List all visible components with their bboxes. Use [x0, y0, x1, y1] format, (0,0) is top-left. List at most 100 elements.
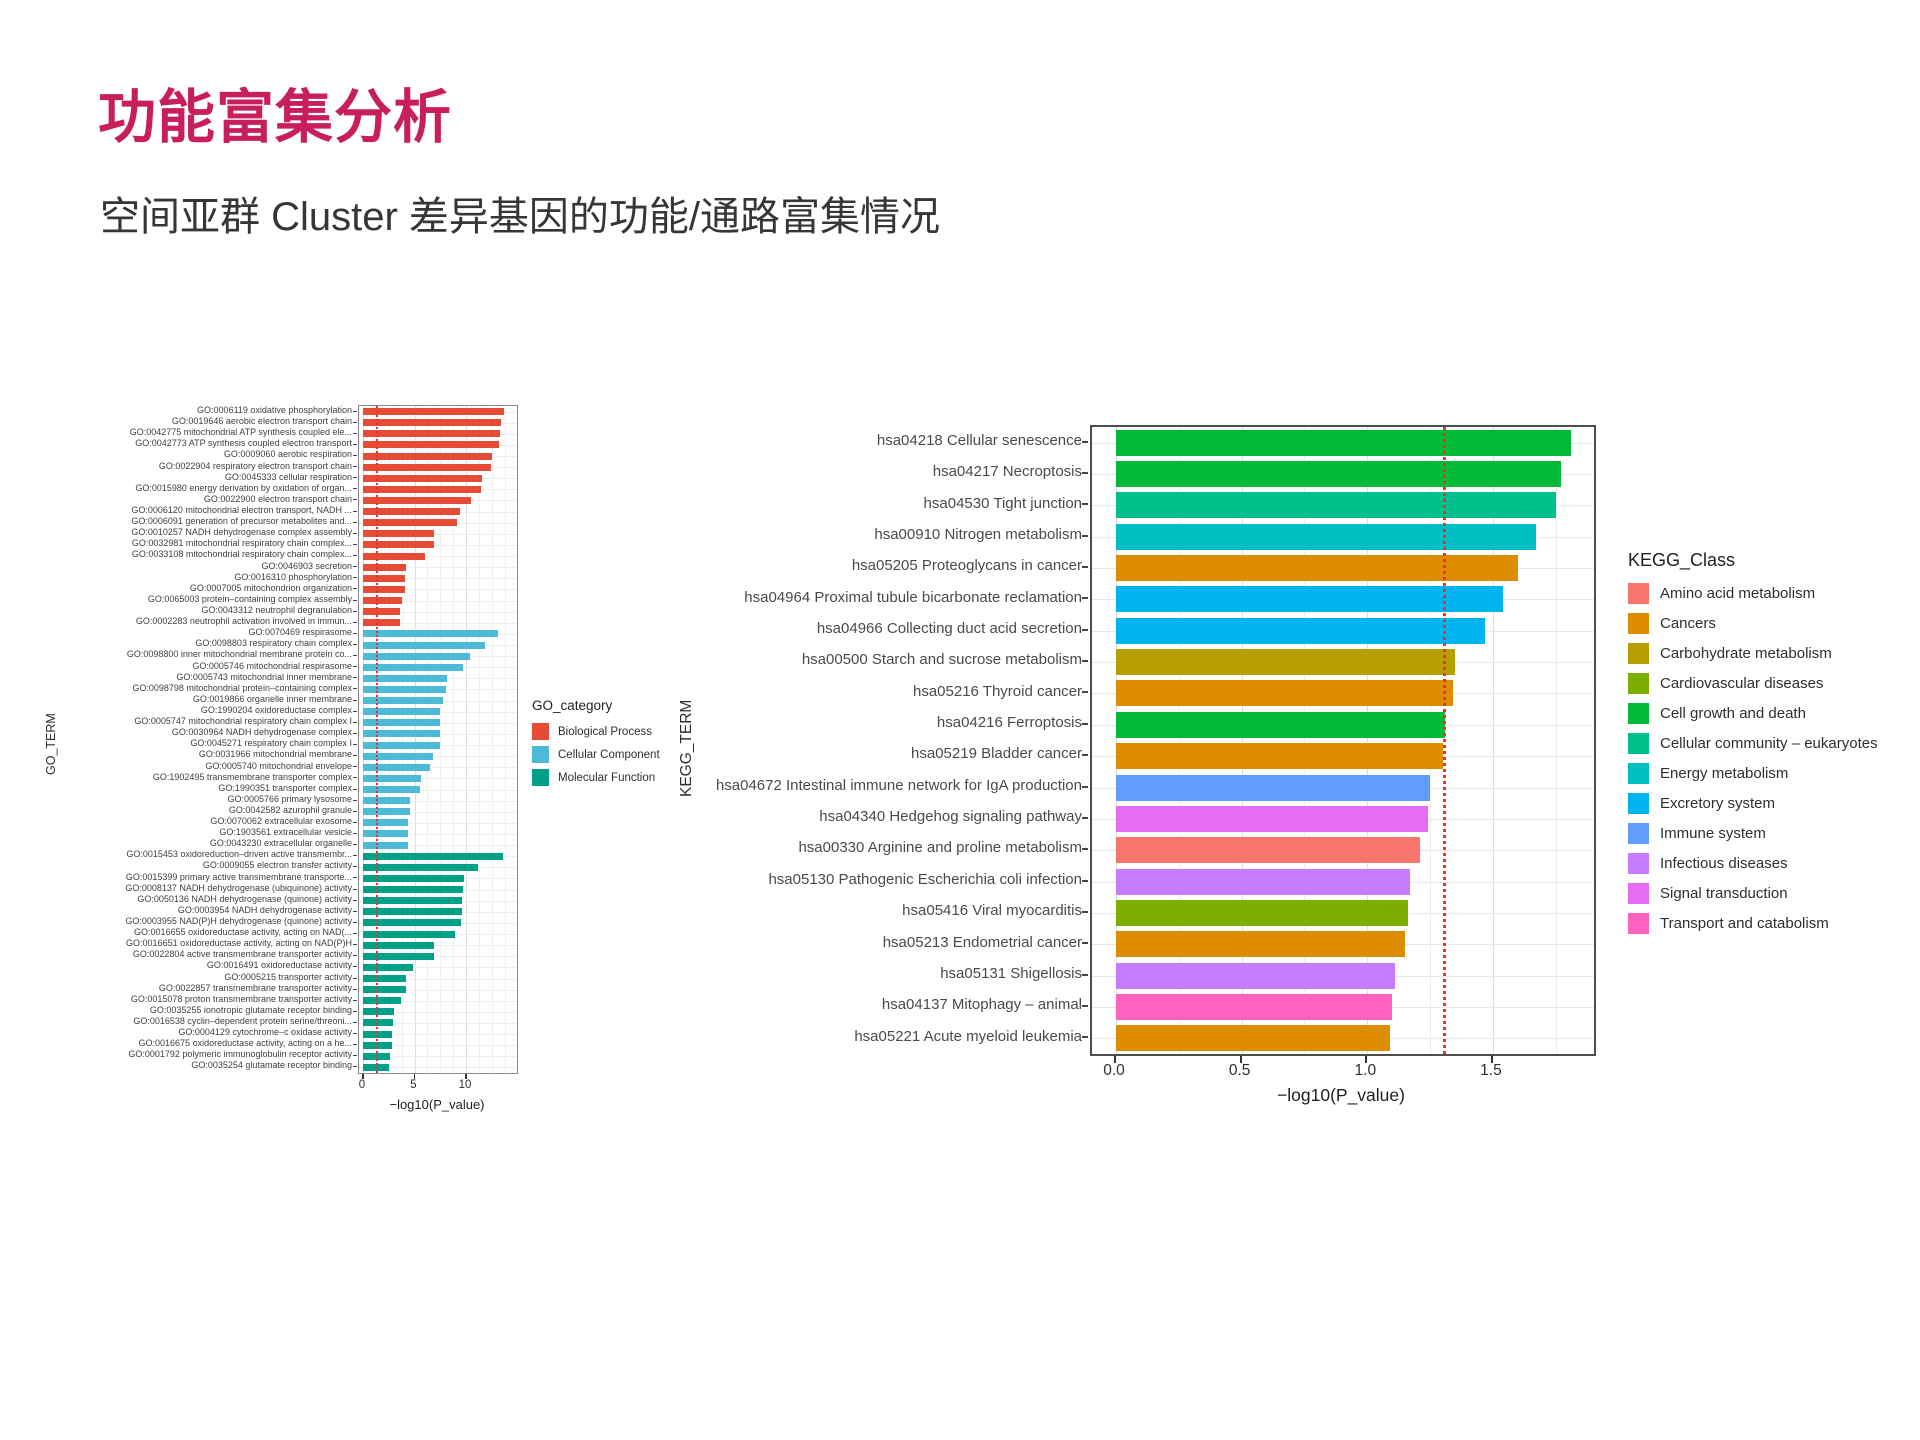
- x-axis-tick: [413, 1074, 415, 1079]
- legend-item-label: Infectious diseases: [1660, 855, 1788, 872]
- y-axis-tick: [353, 899, 357, 901]
- bar-label: GO:0022857 transmembrane transporter act…: [158, 982, 352, 993]
- bar: [363, 797, 411, 805]
- bar-label: GO:0043312 neutrophil degranulation: [201, 604, 352, 615]
- x-axis-tick-label: 1.0: [1354, 1062, 1377, 1079]
- bar-label: GO:0070062 extracellular exosome: [210, 816, 352, 827]
- x-axis-tick-label: 1.5: [1480, 1062, 1502, 1079]
- bar: [363, 963, 414, 971]
- bar: [363, 897, 462, 905]
- bar-label: hsa00330 Arginine and proline metabolism: [798, 839, 1082, 857]
- gridline: [359, 845, 517, 847]
- y-axis-tick: [353, 510, 357, 512]
- bar: [1116, 931, 1405, 958]
- bar: [363, 474, 483, 482]
- gridline: [401, 406, 403, 1073]
- legend-item: Cardiovascular diseases: [1628, 673, 1878, 694]
- gridline: [440, 406, 442, 1073]
- legend-item-label: Transport and catabolism: [1660, 915, 1829, 932]
- y-axis-tick: [353, 566, 357, 568]
- y-axis-tick: [353, 910, 357, 912]
- bar-label: GO:0043230 extracellular organelle: [209, 838, 352, 849]
- x-axis-tick-label: 0.5: [1228, 1062, 1251, 1079]
- bar: [363, 563, 407, 571]
- bar-label: GO:0005215 transporter activity: [224, 971, 352, 982]
- y-axis-tick: [353, 1055, 357, 1057]
- legend-swatch: [1628, 613, 1649, 634]
- legend-item: Excretory system: [1628, 793, 1878, 814]
- kegg-plot-area: −log10(P_value) 0.0 0.5 1.0 1.5: [1082, 425, 1596, 1105]
- bar-label: GO:0016675 oxidoreductase activity, acti…: [138, 1038, 352, 1049]
- gridline: [359, 1067, 517, 1069]
- y-axis-tick: [1082, 1036, 1088, 1039]
- page-title: 功能富集分析: [98, 85, 453, 150]
- threshold-line: [376, 406, 379, 1073]
- gridline: [359, 956, 517, 958]
- bar: [363, 908, 462, 916]
- y-axis-tick: [353, 799, 357, 801]
- bar: [1116, 962, 1395, 989]
- bar: [1116, 586, 1503, 613]
- bar-label: hsa04672 Intestinal immune network for I…: [715, 776, 1082, 794]
- gridline: [359, 822, 517, 824]
- bar: [1116, 555, 1519, 582]
- legend-swatch: [1628, 583, 1649, 604]
- bar-label: GO:0010257 NADH dehydrogenase complex as…: [131, 527, 352, 538]
- gridline: [1304, 427, 1306, 1054]
- gridline: [359, 533, 517, 535]
- bar-label: GO:0030964 NADH dehydrogenase complex: [171, 727, 352, 738]
- bar-label: GO:0035255 ionotropic glutamate receptor…: [149, 1004, 352, 1015]
- y-axis-tick: [1082, 660, 1088, 663]
- bar-label: GO:0019646 aerobic electron transport ch…: [171, 416, 352, 427]
- go-plot-area: −log10(P_value) 0 5 10: [353, 405, 518, 1112]
- bar-label: GO:0032981 mitochondrial respiratory cha…: [131, 538, 352, 549]
- legend-item-label: Cell growth and death: [1660, 705, 1806, 722]
- legend-swatch: [532, 746, 549, 763]
- bar-label: GO:0005766 primary lysosome: [227, 793, 352, 804]
- gridline: [359, 978, 517, 980]
- y-axis-tick: [353, 844, 357, 846]
- go-legend: GO_category Biological Process Cellular C…: [532, 698, 660, 792]
- gridline: [359, 800, 517, 802]
- bar-label: hsa05213 Endometrial cancer: [882, 933, 1082, 951]
- y-axis-tick: [1082, 566, 1088, 569]
- bar-label: hsa04340 Hedgehog signaling pathway: [819, 808, 1082, 826]
- bar: [363, 452, 492, 460]
- bar: [363, 608, 401, 616]
- bar-label: hsa04216 Ferroptosis: [936, 714, 1082, 732]
- bar-label: hsa04966 Collecting duct acid secretion: [816, 620, 1082, 638]
- y-axis-tick: [1082, 534, 1088, 537]
- bar: [363, 652, 471, 660]
- bar-label: GO:0035254 glutamate receptor binding: [191, 1060, 352, 1071]
- go-enrichment-chart: GO:0006119 oxidative phosphorylation GO:0…: [86, 405, 518, 1112]
- gridline: [359, 767, 517, 769]
- bar-label: hsa00500 Starch and sucrose metabolism: [801, 651, 1082, 669]
- bar-label: hsa05131 Shigellosis: [940, 964, 1082, 982]
- go-term-labels: GO:0006119 oxidative phosphorylation GO:0…: [86, 405, 358, 1072]
- bar-label: GO:0005740 mitochondrial envelope: [205, 760, 352, 771]
- gridline: [359, 833, 517, 835]
- bar-label: GO:0098800 inner mitochondrial membrane …: [126, 649, 352, 660]
- bar-label: GO:0009055 electron transfer activity: [202, 860, 352, 871]
- y-axis-tick: [353, 499, 357, 501]
- kegg-enrichment-chart: hsa04218 Cellular senescence hsa04217 Nec…: [697, 425, 1596, 1105]
- legend-item-label: Cellular Component: [558, 748, 660, 761]
- y-axis-tick: [353, 666, 357, 668]
- bar: [363, 952, 435, 960]
- bar-label: hsa04218 Cellular senescence: [876, 432, 1082, 449]
- legend-swatch: [1628, 673, 1649, 694]
- x-axis-tick: [1365, 1056, 1368, 1063]
- y-axis-tick: [1082, 440, 1088, 443]
- bar: [363, 630, 498, 638]
- bar: [1116, 868, 1411, 895]
- y-axis-tick: [353, 599, 357, 601]
- gridline: [359, 1045, 517, 1047]
- gridline: [359, 622, 517, 624]
- bar: [363, 763, 430, 771]
- legend-item: Biological Process: [532, 723, 660, 740]
- y-axis-tick: [1082, 879, 1088, 882]
- bar-label: GO:0065003 protein–containing complex as…: [147, 593, 352, 604]
- y-axis-tick: [353, 1066, 357, 1068]
- bar-label: GO:0042582 azurophil granule: [228, 804, 352, 815]
- bar-label: GO:0045271 respiratory chain complex I: [190, 738, 352, 749]
